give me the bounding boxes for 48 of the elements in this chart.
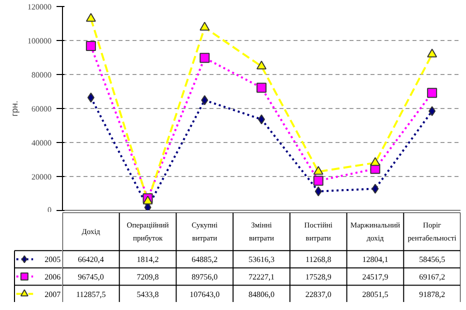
- point: [86, 41, 96, 52]
- point: [200, 52, 210, 63]
- point: [313, 176, 324, 186]
- data-label: 53616,3: [248, 255, 274, 264]
- data-label: 28051,5: [362, 290, 388, 299]
- data-label: 11268,8: [306, 255, 332, 264]
- point: [370, 157, 380, 166]
- legend-label: 2006: [44, 272, 61, 282]
- point: [256, 82, 266, 93]
- point: [142, 196, 153, 204]
- data-label: 69167,2: [419, 272, 446, 282]
- data-label: 1814,2: [136, 255, 159, 264]
- data-label: 58456,5: [419, 255, 446, 264]
- point: [87, 92, 94, 103]
- y-tick-label: 40000: [32, 138, 52, 148]
- data-label: 64885,2: [192, 255, 218, 264]
- y-axis-title: грн.: [10, 100, 20, 116]
- data-label: 24517,9: [362, 272, 388, 282]
- y-tick-label: 100000: [28, 36, 52, 46]
- point: [200, 22, 210, 31]
- data-label: 72227,1: [248, 272, 274, 282]
- point: [314, 186, 322, 196]
- legend-label: 2005: [44, 255, 61, 264]
- data-label: 89756,0: [192, 272, 218, 282]
- y-tick-label: 80000: [32, 70, 52, 80]
- point: [427, 88, 438, 98]
- data-label: 84806,0: [248, 290, 274, 299]
- data-label: 17528,9: [305, 272, 332, 282]
- legend-label: 2007: [44, 290, 61, 299]
- data-label: 22837,0: [305, 290, 332, 299]
- point: [201, 95, 208, 106]
- point: [427, 48, 438, 58]
- y-tick-label: 20000: [32, 172, 52, 182]
- data-label: 112857,5: [76, 290, 106, 299]
- data-label: 66420,4: [78, 255, 104, 264]
- data-label: 96745,0: [78, 272, 104, 282]
- point: [256, 60, 266, 70]
- point: [86, 12, 96, 22]
- data-label: 12804,1: [362, 255, 388, 264]
- point: [313, 166, 324, 175]
- data-label: 7209,8: [136, 272, 159, 282]
- y-tick-label: 120000: [28, 2, 52, 12]
- point: [428, 106, 436, 116]
- data-label: 91878,2: [419, 290, 446, 299]
- y-tick-label: 60000: [32, 104, 52, 114]
- data-label: 107643,0: [190, 290, 220, 299]
- data-label: 5433,8: [136, 290, 159, 299]
- point: [372, 184, 379, 194]
